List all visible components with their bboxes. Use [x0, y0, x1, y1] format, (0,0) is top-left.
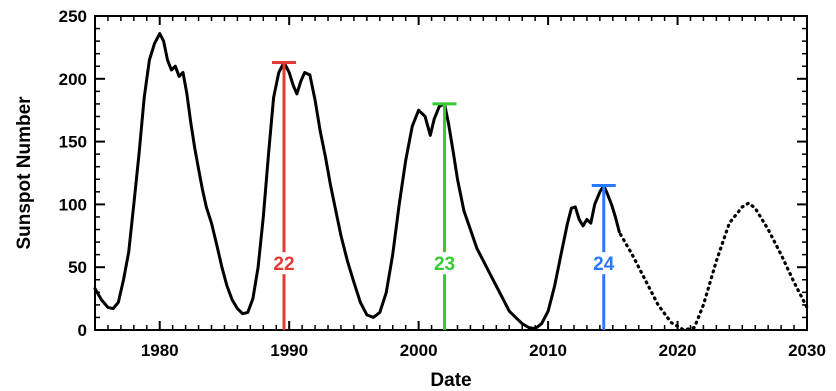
y-tick-label: 0 — [78, 321, 87, 340]
plot-frame — [94, 15, 808, 331]
x-tick-label: 2030 — [788, 341, 826, 360]
x-tick-label: 1980 — [141, 341, 179, 360]
cycle-24-label-bg — [587, 252, 620, 275]
x-axis-title: Date — [430, 370, 471, 391]
y-tick-label: 50 — [68, 258, 87, 277]
y-tick-label: 150 — [59, 133, 87, 152]
cycle-23-label: 23 — [434, 254, 455, 275]
cycle-23-label-bg — [428, 252, 461, 275]
cycle-24-label: 24 — [593, 254, 615, 275]
y-tick-label: 250 — [59, 7, 87, 26]
y-axis-title: Sunspot Number — [14, 96, 35, 250]
series-layer — [93, 32, 809, 332]
observed-series-line — [93, 32, 621, 331]
cycle-markers: 22 23 24 — [268, 60, 620, 330]
x-tick-label: 2020 — [659, 341, 697, 360]
axes: 1980 1990 2000 2010 2020 2030 0 50 100 150 200 250 — [59, 7, 826, 360]
y-tick-label: 200 — [59, 70, 87, 89]
y-tick-label: 100 — [59, 195, 87, 214]
x-tick-label: 1990 — [270, 341, 308, 360]
forecast-series-line — [619, 201, 809, 332]
cycle-22-label-bg — [268, 252, 301, 275]
x-tick-label: 2000 — [400, 341, 438, 360]
cycle-22-label: 22 — [273, 254, 294, 275]
x-tick-label: 2010 — [529, 341, 567, 360]
